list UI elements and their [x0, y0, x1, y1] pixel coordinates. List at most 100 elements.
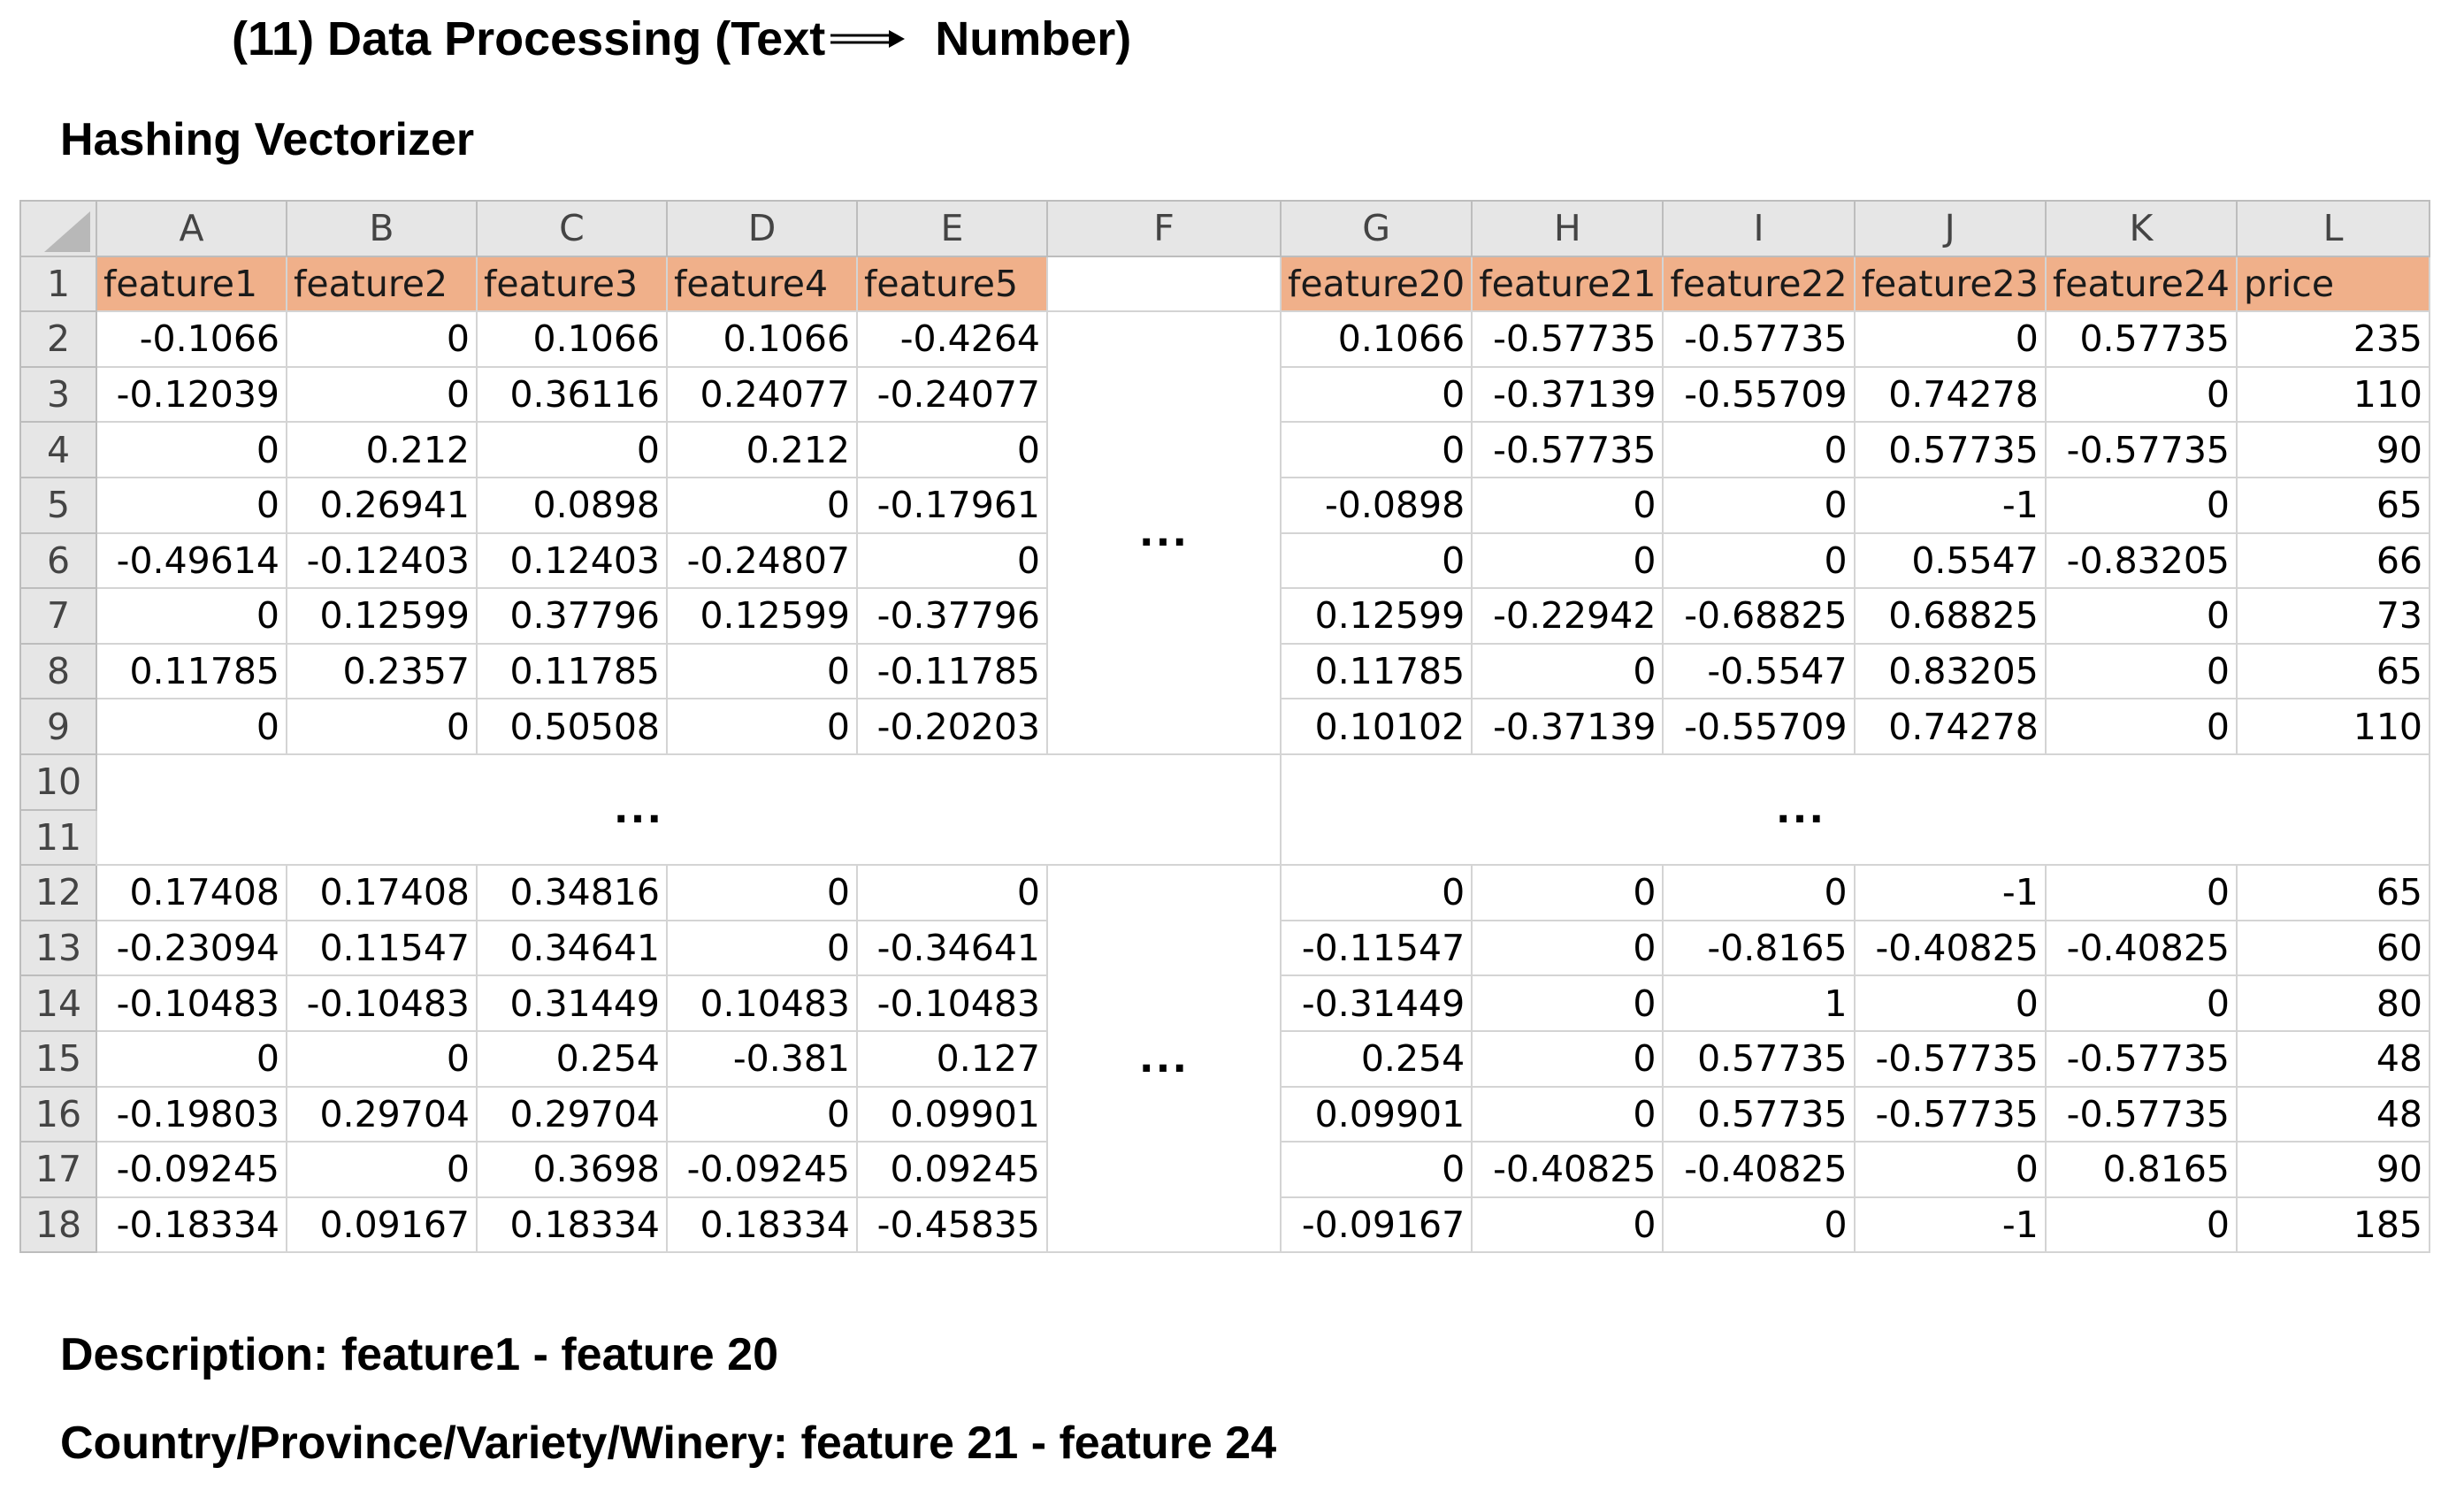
row-header-17[interactable]: 17 — [19, 1141, 97, 1198]
data-cell[interactable]: 0.29704 — [476, 1085, 668, 1143]
data-cell[interactable]: -0.12403 — [286, 531, 478, 590]
data-cell[interactable]: -0.22942 — [1471, 587, 1664, 645]
row-header-4[interactable]: 4 — [19, 421, 97, 478]
data-cell[interactable]: -0.0898 — [1279, 476, 1473, 534]
data-cell[interactable]: 0 — [286, 1029, 478, 1088]
column-f-blank-cell[interactable] — [1046, 255, 1282, 313]
column-header-f[interactable]: F — [1046, 200, 1282, 257]
price-cell[interactable]: 65 — [2236, 642, 2431, 700]
data-cell[interactable]: 0 — [1662, 531, 1856, 590]
data-cell[interactable]: 0 — [2044, 864, 2238, 921]
data-cell[interactable]: 0 — [1471, 864, 1664, 921]
data-cell[interactable]: 0.31449 — [476, 974, 668, 1032]
data-cell[interactable]: 0 — [2044, 698, 2238, 755]
data-cell[interactable]: -0.57735 — [1662, 310, 1856, 368]
data-cell[interactable]: -0.37796 — [856, 587, 1048, 645]
data-cell[interactable]: -0.40825 — [2044, 919, 2238, 977]
data-cell[interactable]: 0.09901 — [856, 1085, 1048, 1143]
data-cell[interactable]: 0 — [1471, 531, 1664, 590]
data-cell[interactable]: -0.11785 — [856, 642, 1048, 700]
data-cell[interactable]: 0 — [1662, 1196, 1856, 1254]
data-cell[interactable]: 0.83205 — [1853, 642, 2047, 700]
data-cell[interactable]: -0.24077 — [856, 365, 1048, 424]
column-header-b[interactable]: B — [286, 200, 478, 257]
data-cell[interactable]: 0 — [666, 476, 858, 534]
data-cell[interactable]: 0.10102 — [1279, 698, 1473, 755]
data-cell[interactable]: 0.34816 — [476, 864, 668, 921]
row-header-3[interactable]: 3 — [19, 365, 97, 424]
data-cell[interactable]: 0.212 — [286, 421, 478, 478]
data-cell[interactable]: 0 — [96, 476, 287, 534]
data-cell[interactable]: 0.68825 — [1853, 587, 2047, 645]
data-cell[interactable]: -0.10483 — [96, 974, 287, 1032]
data-cell[interactable]: -0.57735 — [2044, 1085, 2238, 1143]
column-header-j[interactable]: J — [1853, 200, 2047, 257]
data-cell[interactable]: 0 — [2044, 476, 2238, 534]
column-header-h[interactable]: H — [1471, 200, 1664, 257]
data-cell[interactable]: 0 — [2044, 365, 2238, 424]
data-cell[interactable]: 0.10483 — [666, 974, 858, 1032]
feature-header-cell[interactable]: feature5 — [856, 255, 1048, 313]
column-header-k[interactable]: K — [2044, 200, 2238, 257]
data-cell[interactable]: 0.5547 — [1853, 531, 2047, 590]
data-cell[interactable]: 0.12599 — [1279, 587, 1473, 645]
feature-header-cell[interactable]: feature3 — [476, 255, 668, 313]
data-cell[interactable]: 0.57735 — [2044, 310, 2238, 368]
data-cell[interactable]: 0 — [96, 1029, 287, 1088]
data-cell[interactable]: 0.11547 — [286, 919, 478, 977]
data-cell[interactable]: -0.20203 — [856, 698, 1048, 755]
data-cell[interactable]: -0.10483 — [286, 974, 478, 1032]
data-cell[interactable]: -1 — [1853, 1196, 2047, 1254]
data-cell[interactable]: 0.17408 — [286, 864, 478, 921]
row-header-9[interactable]: 9 — [19, 698, 97, 755]
data-cell[interactable]: -0.1066 — [96, 310, 287, 368]
data-cell[interactable]: -0.381 — [666, 1029, 858, 1088]
price-header-cell[interactable]: price — [2236, 255, 2431, 313]
data-cell[interactable]: 0.50508 — [476, 698, 668, 755]
data-cell[interactable]: 0.36116 — [476, 365, 668, 424]
data-cell[interactable]: 0.57735 — [1853, 421, 2047, 478]
data-cell[interactable]: 0.11785 — [1279, 642, 1473, 700]
price-cell[interactable]: 66 — [2236, 531, 2431, 590]
data-cell[interactable]: -0.17961 — [856, 476, 1048, 534]
data-cell[interactable]: -0.40825 — [1662, 1141, 1856, 1198]
data-cell[interactable]: 0.74278 — [1853, 365, 2047, 424]
data-cell[interactable]: 0 — [286, 365, 478, 424]
data-cell[interactable]: 0 — [1279, 864, 1473, 921]
data-cell[interactable]: 0 — [1662, 421, 1856, 478]
column-header-i[interactable]: I — [1662, 200, 1856, 257]
data-cell[interactable]: 0 — [1471, 1085, 1664, 1143]
column-header-a[interactable]: A — [96, 200, 287, 257]
data-cell[interactable]: 0 — [1471, 919, 1664, 977]
data-cell[interactable]: 0.57735 — [1662, 1029, 1856, 1088]
data-cell[interactable]: 0 — [1279, 1141, 1473, 1198]
data-cell[interactable]: 0 — [856, 531, 1048, 590]
data-cell[interactable]: -1 — [1853, 864, 2047, 921]
data-cell[interactable]: 0 — [1471, 1196, 1664, 1254]
row-header-11[interactable]: 11 — [19, 808, 97, 867]
data-cell[interactable]: 0.24077 — [666, 365, 858, 424]
row-header-7[interactable]: 7 — [19, 587, 97, 645]
row-header-10[interactable]: 10 — [19, 753, 97, 811]
data-cell[interactable]: 0 — [1279, 531, 1473, 590]
feature-header-cell[interactable]: feature1 — [96, 255, 287, 313]
data-cell[interactable]: 0.127 — [856, 1029, 1048, 1088]
data-cell[interactable]: 0 — [96, 421, 287, 478]
price-cell[interactable]: 65 — [2236, 864, 2431, 921]
price-cell[interactable]: 65 — [2236, 476, 2431, 534]
data-cell[interactable]: 0.12403 — [476, 531, 668, 590]
data-cell[interactable]: 0 — [1279, 365, 1473, 424]
price-cell[interactable]: 48 — [2236, 1085, 2431, 1143]
data-cell[interactable]: -0.19803 — [96, 1085, 287, 1143]
data-cell[interactable]: 0 — [856, 421, 1048, 478]
data-cell[interactable]: 0 — [666, 919, 858, 977]
feature-header-cell[interactable]: feature20 — [1279, 255, 1473, 313]
data-cell[interactable]: 0.09245 — [856, 1141, 1048, 1198]
data-cell[interactable]: 1 — [1662, 974, 1856, 1032]
data-cell[interactable]: 0.254 — [1279, 1029, 1473, 1088]
data-cell[interactable]: 0.1066 — [476, 310, 668, 368]
data-cell[interactable]: -0.23094 — [96, 919, 287, 977]
row-header-16[interactable]: 16 — [19, 1085, 97, 1143]
feature-header-cell[interactable]: feature24 — [2044, 255, 2238, 313]
data-cell[interactable]: 0.11785 — [96, 642, 287, 700]
